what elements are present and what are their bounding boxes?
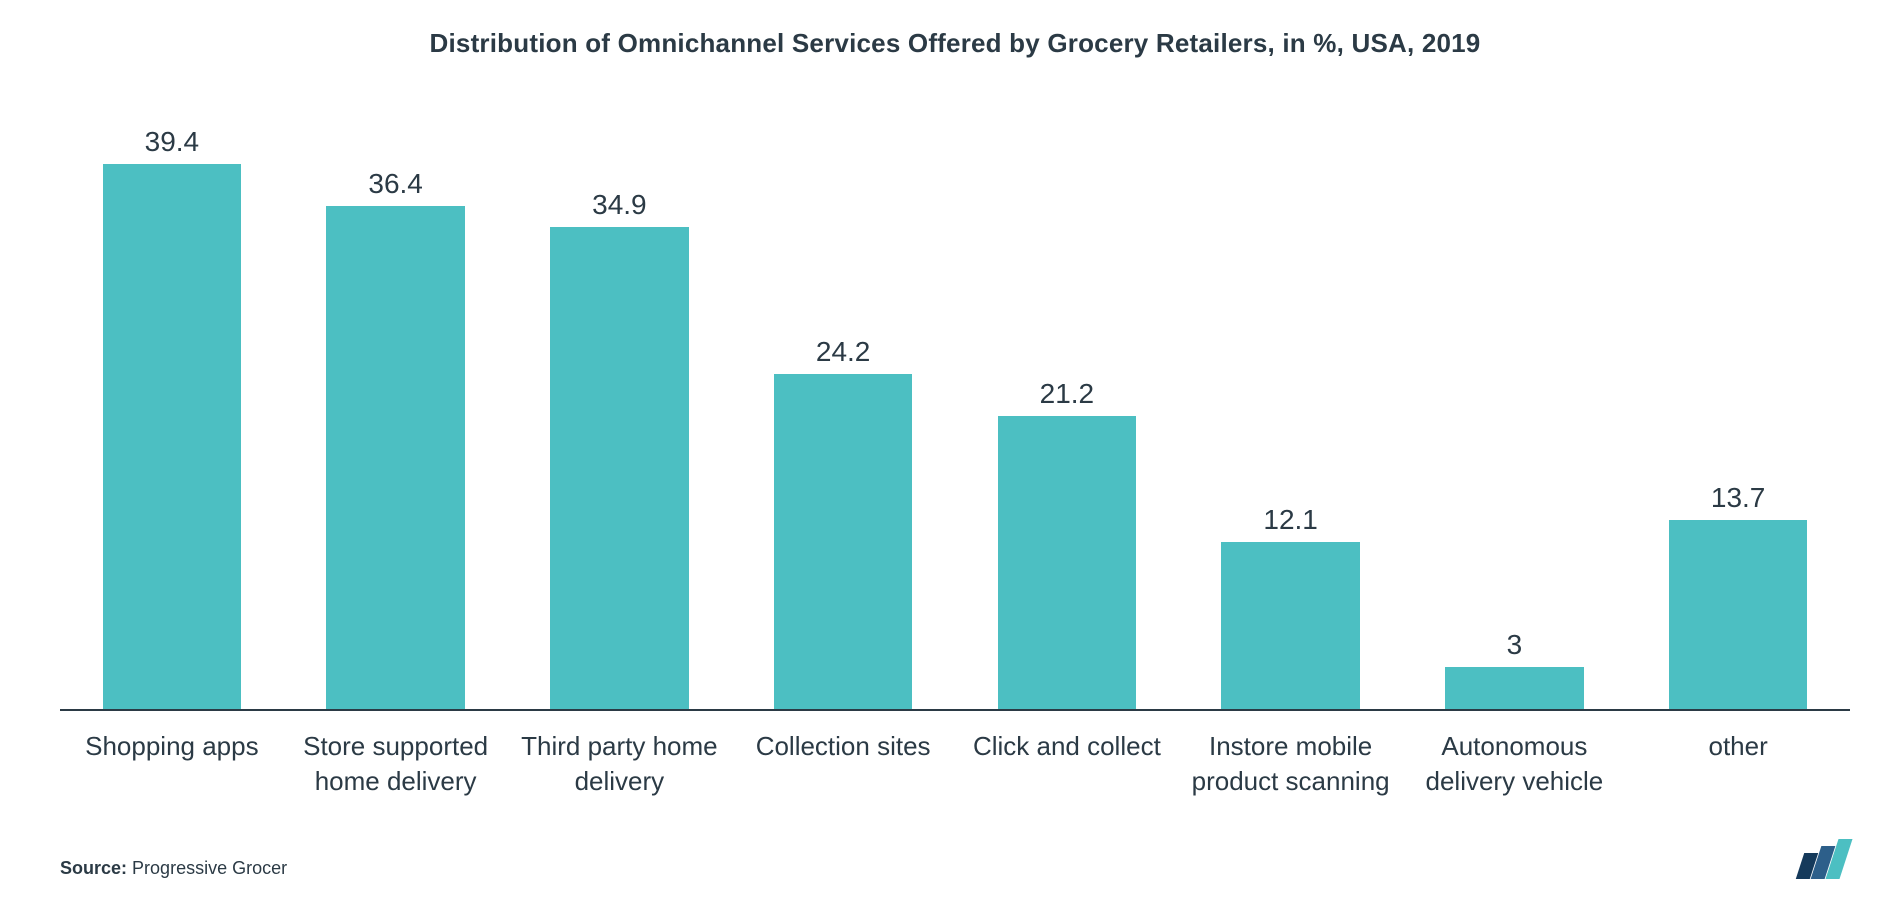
bar-slot: 39.4: [60, 87, 284, 709]
bar-value-label: 36.4: [368, 168, 423, 200]
bar: [1221, 542, 1360, 709]
bar-slot: 3: [1403, 87, 1627, 709]
category-label: Collection sites: [731, 729, 955, 799]
bar-slot: 36.4: [284, 87, 508, 709]
chart-footer: Source: Progressive Grocer: [60, 839, 1850, 879]
bar-slot: 13.7: [1626, 87, 1850, 709]
bar-value-label: 24.2: [816, 336, 871, 368]
bar-slot: 21.2: [955, 87, 1179, 709]
bars-row: 39.4 36.4 34.9 24.2 21.2 12.1 3 13.7: [60, 87, 1850, 711]
bar: [1445, 667, 1584, 708]
category-label: Click and collect: [955, 729, 1179, 799]
category-label: Shopping apps: [60, 729, 284, 799]
brand-logo-icon: [1800, 839, 1850, 879]
category-labels-row: Shopping appsStore supported home delive…: [60, 729, 1850, 799]
bar-value-label: 13.7: [1711, 482, 1766, 514]
bar-value-label: 12.1: [1263, 504, 1318, 536]
category-label: Third party home delivery: [508, 729, 732, 799]
bar-slot: 24.2: [731, 87, 955, 709]
bar-value-label: 34.9: [592, 189, 647, 221]
source-value: Progressive Grocer: [132, 858, 287, 878]
bar: [1669, 520, 1808, 709]
bar-value-label: 3: [1507, 629, 1523, 661]
bar-slot: 12.1: [1179, 87, 1403, 709]
bar: [326, 206, 465, 709]
plot-area: 39.4 36.4 34.9 24.2 21.2 12.1 3 13.7 Shopping a…: [60, 87, 1850, 799]
bar: [103, 164, 242, 708]
category-label: Store supported home delivery: [284, 729, 508, 799]
source-citation: Source: Progressive Grocer: [60, 858, 287, 879]
bar: [774, 374, 913, 708]
category-label: Autonomous delivery vehicle: [1403, 729, 1627, 799]
chart-title: Distribution of Omnichannel Services Off…: [60, 28, 1850, 59]
bar-slot: 34.9: [508, 87, 732, 709]
category-label: other: [1626, 729, 1850, 799]
chart-container: Distribution of Omnichannel Services Off…: [0, 0, 1890, 919]
source-prefix: Source:: [60, 858, 127, 878]
bar-value-label: 39.4: [145, 126, 200, 158]
category-label: Instore mobile product scanning: [1179, 729, 1403, 799]
bar: [998, 416, 1137, 709]
bar: [550, 227, 689, 709]
bar-value-label: 21.2: [1040, 378, 1095, 410]
